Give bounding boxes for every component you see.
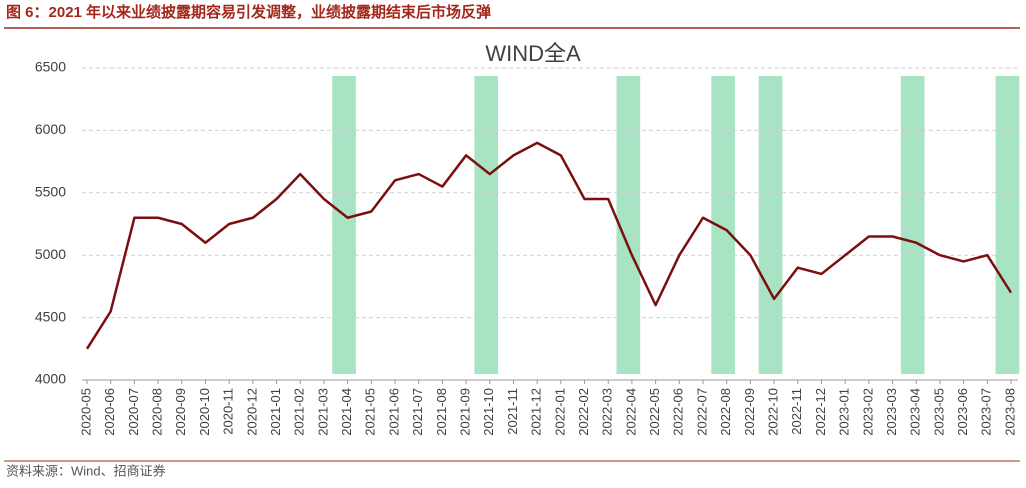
- x-tick-label: 2022-01: [552, 388, 567, 436]
- shaded-period: [900, 76, 925, 374]
- x-tick-label: 2021-12: [529, 388, 544, 436]
- x-tick-label: 2023-08: [1002, 388, 1017, 436]
- x-tick-label: 2020-05: [78, 388, 93, 436]
- shaded-period: [711, 76, 735, 374]
- x-tick-label: 2022-05: [647, 388, 662, 436]
- source-note: 资料来源：Wind、招商证券: [6, 463, 166, 478]
- x-tick-label: 2023-03: [884, 388, 899, 436]
- y-tick-label: 4500: [35, 308, 66, 324]
- x-tick-label: 2022-04: [623, 388, 638, 436]
- x-tick-label: 2022-07: [694, 388, 709, 436]
- x-tick-label: 2021-10: [481, 388, 496, 436]
- x-tick-label: 2020-06: [102, 388, 117, 436]
- x-tick-label: 2021-04: [339, 388, 354, 436]
- figure-header: 图 6：2021 年以来业绩披露期容易引发调整，业绩披露期结束后市场反弹: [6, 3, 491, 21]
- shaded-period: [616, 76, 641, 374]
- x-tick-label: 2020-08: [150, 388, 165, 436]
- x-tick-label: 2022-09: [742, 388, 757, 436]
- y-tick-label: 5500: [35, 184, 66, 200]
- x-tick-label: 2021-03: [315, 388, 330, 436]
- x-tick-label: 2022-08: [718, 388, 733, 436]
- x-tick-label: 2022-10: [766, 388, 781, 436]
- x-tick-label: 2021-01: [268, 388, 283, 436]
- shaded-period: [474, 76, 499, 374]
- x-tick-label: 2023-07: [979, 388, 994, 436]
- shaded-period: [332, 76, 356, 374]
- x-tick-label: 2021-09: [458, 388, 473, 436]
- y-tick-label: 4000: [35, 371, 66, 387]
- shaded-period: [995, 76, 1020, 374]
- x-tick-label: 2020-07: [126, 388, 141, 436]
- x-tick-label: 2021-02: [292, 388, 307, 436]
- y-tick-label: 6000: [35, 121, 66, 137]
- x-tick-label: 2022-11: [789, 388, 804, 435]
- x-tick-label: 2023-01: [837, 388, 852, 436]
- shaded-period: [758, 76, 783, 374]
- x-tick-label: 2022-06: [671, 388, 686, 436]
- x-tick-label: 2020-10: [197, 388, 212, 436]
- x-tick-label: 2021-06: [386, 388, 401, 436]
- x-tick-label: 2022-02: [576, 388, 591, 436]
- x-tick-label: 2020-09: [173, 388, 188, 436]
- x-tick-label: 2022-12: [813, 388, 828, 436]
- y-tick-label: 5000: [35, 246, 66, 262]
- x-tick-label: 2023-02: [860, 388, 875, 436]
- x-tick-label: 2020-11: [221, 388, 236, 435]
- x-tick-label: 2023-06: [955, 388, 970, 436]
- x-tick-label: 2020-12: [244, 388, 259, 436]
- chart-title: WIND全A: [485, 41, 581, 66]
- x-tick-label: 2021-11: [505, 388, 520, 435]
- x-tick-label: 2023-04: [908, 388, 923, 436]
- x-tick-label: 2021-08: [434, 388, 449, 436]
- x-tick-label: 2021-07: [410, 388, 425, 436]
- x-tick-label: 2021-05: [363, 388, 378, 436]
- x-tick-label: 2023-05: [931, 388, 946, 436]
- index-line: [85, 141, 1013, 350]
- y-tick-label: 6500: [35, 59, 66, 75]
- x-tick-label: 2022-03: [600, 388, 615, 436]
